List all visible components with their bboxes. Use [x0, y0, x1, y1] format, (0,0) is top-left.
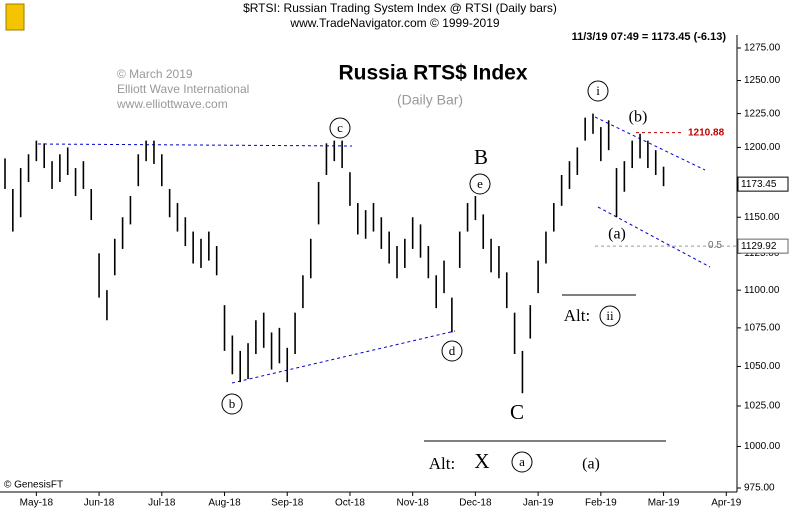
- wave-label: C: [510, 400, 524, 424]
- trendline: [594, 116, 706, 171]
- x-tick-label: Mar-19: [648, 498, 680, 509]
- wave-circle: [221, 393, 243, 415]
- wave-circle: [469, 173, 491, 195]
- wave-label: d: [449, 343, 456, 358]
- logo: [5, 3, 25, 31]
- y-tick-label: 1050.00: [744, 361, 781, 372]
- wave-label: ii: [606, 308, 614, 323]
- y-tick-label: 1100.00: [744, 285, 780, 296]
- wave-circle: [511, 451, 533, 473]
- wave-circle: [599, 305, 621, 327]
- retracement-box: [737, 238, 789, 254]
- x-tick-label: Apr-19: [711, 498, 741, 509]
- resistance-label: 1210.88: [688, 127, 725, 138]
- x-tick-label: Feb-19: [585, 498, 617, 509]
- last-price-box: [737, 176, 789, 192]
- credit: Elliott Wave International: [117, 82, 249, 96]
- wave-label: b: [229, 396, 236, 411]
- credit: www.elliottwave.com: [116, 97, 228, 111]
- x-tick-label: Jul-18: [148, 498, 176, 509]
- x-tick-label: Sep-18: [271, 498, 304, 509]
- wave-circle: [441, 340, 463, 362]
- y-tick-label: 1250.00: [744, 75, 781, 86]
- quote: 11/3/19 07:49 = 1173.45 (-6.13): [572, 31, 727, 43]
- y-tick-label: 975.00: [744, 483, 775, 494]
- wave-label: B: [474, 145, 488, 169]
- retracement-level: 0.5: [708, 240, 722, 251]
- wave-label: (b): [629, 109, 648, 126]
- wave-label: (a): [582, 456, 600, 473]
- chart-title: Russia RTS$ Index: [338, 62, 527, 85]
- chart-subtitle: (Daily Bar): [397, 92, 463, 108]
- y-tick-label: 1225.00: [744, 108, 781, 119]
- wave-label: c: [337, 120, 343, 135]
- x-tick-label: Dec-18: [459, 498, 492, 509]
- wave-label: Alt:: [564, 306, 590, 325]
- x-tick-label: May-18: [20, 498, 54, 509]
- source: www.TradeNavigator.com © 1999-2019: [289, 16, 499, 30]
- y-tick-label: 1200.00: [744, 142, 781, 153]
- wave-label: (a): [608, 226, 626, 243]
- header: $RTSI: Russian Trading System Index @ RT…: [243, 1, 557, 15]
- x-tick-label: Aug-18: [208, 498, 241, 509]
- y-tick-label: 1075.00: [744, 322, 781, 333]
- wave-label: X: [474, 449, 489, 473]
- wave-circle: [587, 80, 609, 102]
- x-tick-label: Oct-18: [335, 498, 365, 509]
- wave-circle: [329, 117, 351, 139]
- y-tick-label: 1275.00: [744, 43, 781, 54]
- wave-label: i: [596, 83, 600, 98]
- trendline: [231, 330, 456, 384]
- trendline: [37, 143, 353, 147]
- x-tick-label: Jan-19: [523, 498, 554, 509]
- credit: © March 2019: [117, 67, 193, 81]
- x-tick-label: Jun-18: [84, 498, 115, 509]
- wave-label: Alt:: [429, 454, 455, 473]
- y-tick-label: 1025.00: [744, 401, 781, 412]
- retracement-value: 1129.92: [741, 241, 777, 252]
- y-tick-label: 1000.00: [744, 441, 781, 452]
- wave-label: a: [519, 454, 525, 469]
- wave-label: e: [477, 176, 483, 191]
- trendlines: [37, 116, 711, 384]
- data-credit: © GenesisFT: [4, 480, 63, 491]
- x-tick-label: Nov-18: [397, 498, 430, 509]
- y-tick-label: 1150.00: [744, 212, 780, 223]
- last-price: 1173.45: [741, 179, 777, 190]
